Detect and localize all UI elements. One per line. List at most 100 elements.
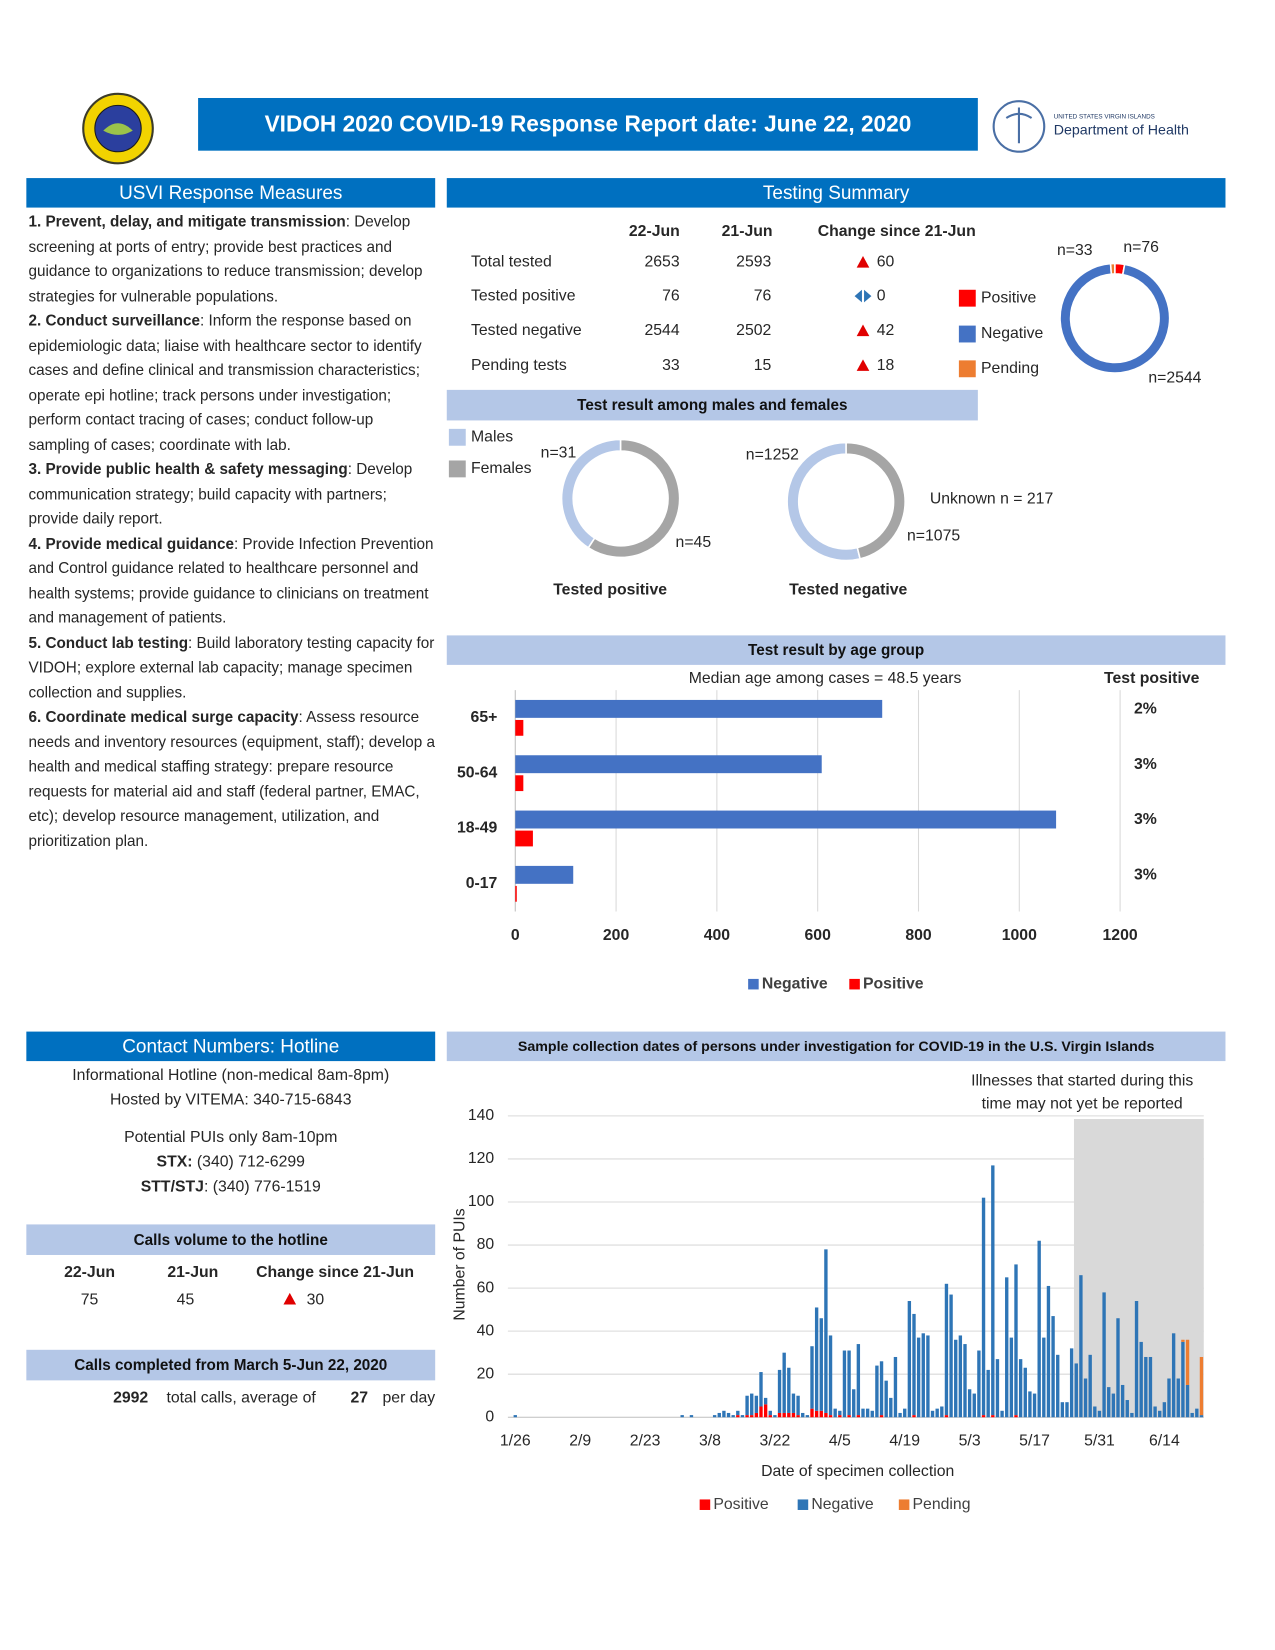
x-tick-label: 4/5 — [829, 1433, 851, 1450]
side-label: 3% — [1134, 811, 1157, 828]
legend-label: Pending — [913, 1496, 971, 1513]
measure-item: 5. Conduct lab testing: Build laboratory… — [28, 632, 437, 706]
y-tick-label: 100 — [468, 1193, 495, 1210]
legend-swatch — [448, 428, 466, 446]
bar — [972, 1393, 976, 1418]
number-label: STX: — [157, 1153, 193, 1170]
y-tick-label: 20 — [477, 1365, 495, 1382]
legend-label: Positive — [981, 289, 1037, 306]
bar — [726, 1412, 731, 1418]
bar — [963, 1344, 967, 1418]
bar — [1018, 1359, 1023, 1418]
legend-label: Males — [471, 428, 513, 445]
bar — [1134, 1301, 1139, 1418]
value-label: n=2544 — [1148, 369, 1201, 386]
bar — [981, 1415, 986, 1418]
bar — [852, 1389, 856, 1418]
bar — [838, 1415, 842, 1418]
bar — [515, 865, 574, 884]
bar — [1032, 1393, 1037, 1418]
bar — [833, 1408, 837, 1418]
contact-number: STT/STJ: (340) 776-1519 — [141, 1179, 321, 1196]
bar — [745, 1415, 749, 1418]
bar — [1097, 1410, 1102, 1418]
bar — [787, 1412, 791, 1418]
bar — [782, 1412, 786, 1418]
number: : (340) 776-1519 — [204, 1179, 321, 1196]
bar — [791, 1393, 796, 1413]
bar — [944, 1415, 949, 1418]
x-tick-label: 600 — [805, 927, 832, 944]
title-bg — [198, 97, 978, 151]
bar — [819, 1410, 823, 1418]
x-tick-label: 800 — [905, 927, 932, 944]
measure-text: : Develop communication strategy; build … — [28, 461, 413, 528]
column-header: Change since 21-Jun — [818, 223, 976, 240]
contact-line: Informational Hotline (non-medical 8am-8… — [72, 1067, 389, 1084]
bar — [1074, 1363, 1078, 1418]
bar — [814, 1307, 819, 1411]
bar — [1000, 1410, 1004, 1418]
bar — [515, 775, 524, 792]
y-tick-label: 0-17 — [466, 875, 498, 892]
bar — [870, 1410, 874, 1418]
up-arrow — [856, 359, 870, 371]
bar — [1139, 1341, 1143, 1418]
bar — [1009, 1337, 1014, 1418]
legend-swatch — [699, 1499, 711, 1510]
legend-swatch — [797, 1499, 809, 1510]
bar — [940, 1406, 944, 1418]
row-label: Total tested — [471, 254, 552, 271]
bar — [754, 1412, 759, 1418]
cell: 33 — [662, 357, 680, 374]
total-text: total calls, average of — [166, 1389, 316, 1406]
bar — [1148, 1356, 1153, 1418]
x-tick-label: 4/19 — [889, 1433, 920, 1450]
bar — [986, 1369, 990, 1418]
bar — [777, 1369, 782, 1413]
bar — [1065, 1402, 1069, 1418]
bar — [515, 885, 517, 902]
bar — [1014, 1415, 1018, 1418]
bar — [1181, 1339, 1185, 1342]
bar — [930, 1410, 935, 1418]
bar — [750, 1415, 754, 1418]
bar — [879, 1361, 884, 1416]
x-tick-label: 5/31 — [1084, 1433, 1115, 1450]
bar — [1185, 1339, 1190, 1385]
measure-head: 1. Prevent, delay, and mitigate transmis… — [28, 213, 346, 231]
bar — [824, 1249, 828, 1413]
x-tick-label: 3/22 — [760, 1433, 791, 1450]
bar — [1195, 1408, 1199, 1418]
bar — [787, 1367, 791, 1413]
measure-item: 4. Provide medical guidance: Provide Inf… — [28, 533, 437, 632]
bar — [689, 1415, 694, 1418]
contact-line: Potential PUIs only 8am-10pm — [124, 1129, 337, 1146]
bar — [1056, 1354, 1060, 1418]
legend-label: Females — [471, 460, 532, 477]
change-value: 42 — [877, 322, 895, 339]
bar — [750, 1393, 754, 1416]
legend-label: Positive — [713, 1496, 769, 1513]
bar — [847, 1350, 851, 1416]
bar — [1042, 1337, 1046, 1418]
x-tick-label: 1000 — [1002, 927, 1037, 944]
number: (340) 712-6299 — [193, 1153, 306, 1170]
bar — [745, 1395, 749, 1416]
bar — [810, 1346, 814, 1409]
up-arrow — [283, 1292, 297, 1305]
measure-head: 2. Conduct surveillance — [28, 312, 200, 330]
section-title: Calls completed from March 5-Jun 22, 202… — [74, 1357, 387, 1374]
average: 27 — [351, 1389, 369, 1406]
legend-swatch — [958, 360, 976, 378]
value-label: n=1075 — [907, 528, 960, 545]
measure-text: : Inform the response based on epidemiol… — [28, 312, 422, 454]
bar — [1162, 1402, 1167, 1418]
bar — [958, 1335, 963, 1418]
section-header-bg — [446, 1031, 1226, 1062]
x-tick-label: 3/8 — [699, 1433, 721, 1450]
bar — [782, 1352, 786, 1413]
bar — [1116, 1318, 1120, 1418]
bar — [995, 1359, 1000, 1418]
bar — [768, 1415, 772, 1418]
